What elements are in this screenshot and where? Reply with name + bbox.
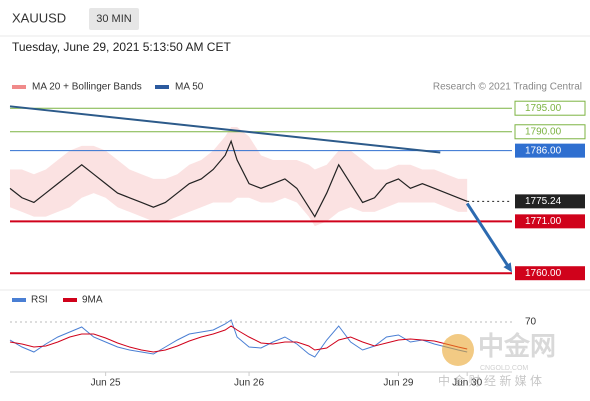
x-tick-label: Jun 25 xyxy=(91,378,121,389)
rsi-line xyxy=(9,325,468,353)
level-label: 1786.00 xyxy=(525,145,562,156)
x-tick-label: Jun 26 xyxy=(234,378,264,389)
forecast-arrow-head xyxy=(503,262,512,273)
level-label: 1771.00 xyxy=(525,216,562,227)
level-label-box xyxy=(515,143,585,158)
watermark-logo xyxy=(442,334,474,366)
watermark: 中金网 CNGOLD.COM 中 金 财 经 新 媒 体 xyxy=(438,331,556,388)
legend-swatch xyxy=(63,298,77,302)
chart-title: Tuesday, June 29, 2021 5:13:50 AM CET xyxy=(12,40,231,54)
legend-label: MA 20 + Bollinger Bands xyxy=(32,82,142,93)
trendline xyxy=(9,105,441,154)
level-label: 1795.00 xyxy=(525,103,562,114)
bollinger-band xyxy=(10,127,468,227)
legend-label: MA 50 xyxy=(175,82,204,93)
level-label-box xyxy=(514,100,586,116)
watermark-text: 中金网 xyxy=(478,331,556,361)
price-line xyxy=(9,139,468,218)
level-label-box xyxy=(515,266,585,281)
x-tick-label: Jun 30 xyxy=(452,378,482,389)
level-label-box xyxy=(514,124,586,140)
legend-swatch xyxy=(155,85,169,89)
level-label-box xyxy=(515,194,585,209)
level-label: 1775.24 xyxy=(525,196,562,207)
forecast-arrow xyxy=(465,202,510,269)
timeframe[interactable]: 30 MIN xyxy=(96,13,132,25)
level-label: 1760.00 xyxy=(525,268,562,279)
x-tick-label: Jun 29 xyxy=(383,378,413,389)
level-label: 1790.00 xyxy=(525,126,562,137)
legend-label: RSI xyxy=(31,295,48,306)
legend-swatch xyxy=(12,85,26,89)
timeframe-button[interactable] xyxy=(89,8,139,30)
watermark-text: CNGOLD.COM xyxy=(480,365,528,372)
legend-swatch xyxy=(12,298,26,302)
symbol: XAUUSD xyxy=(12,10,66,25)
level-label-box xyxy=(515,214,585,229)
watermark-text: 中 金 财 经 新 媒 体 xyxy=(438,373,542,388)
source: Research © 2021 Trading Central xyxy=(433,82,582,93)
y-tick-label: 70 xyxy=(525,317,537,328)
legend-label: 9MA xyxy=(82,295,103,306)
